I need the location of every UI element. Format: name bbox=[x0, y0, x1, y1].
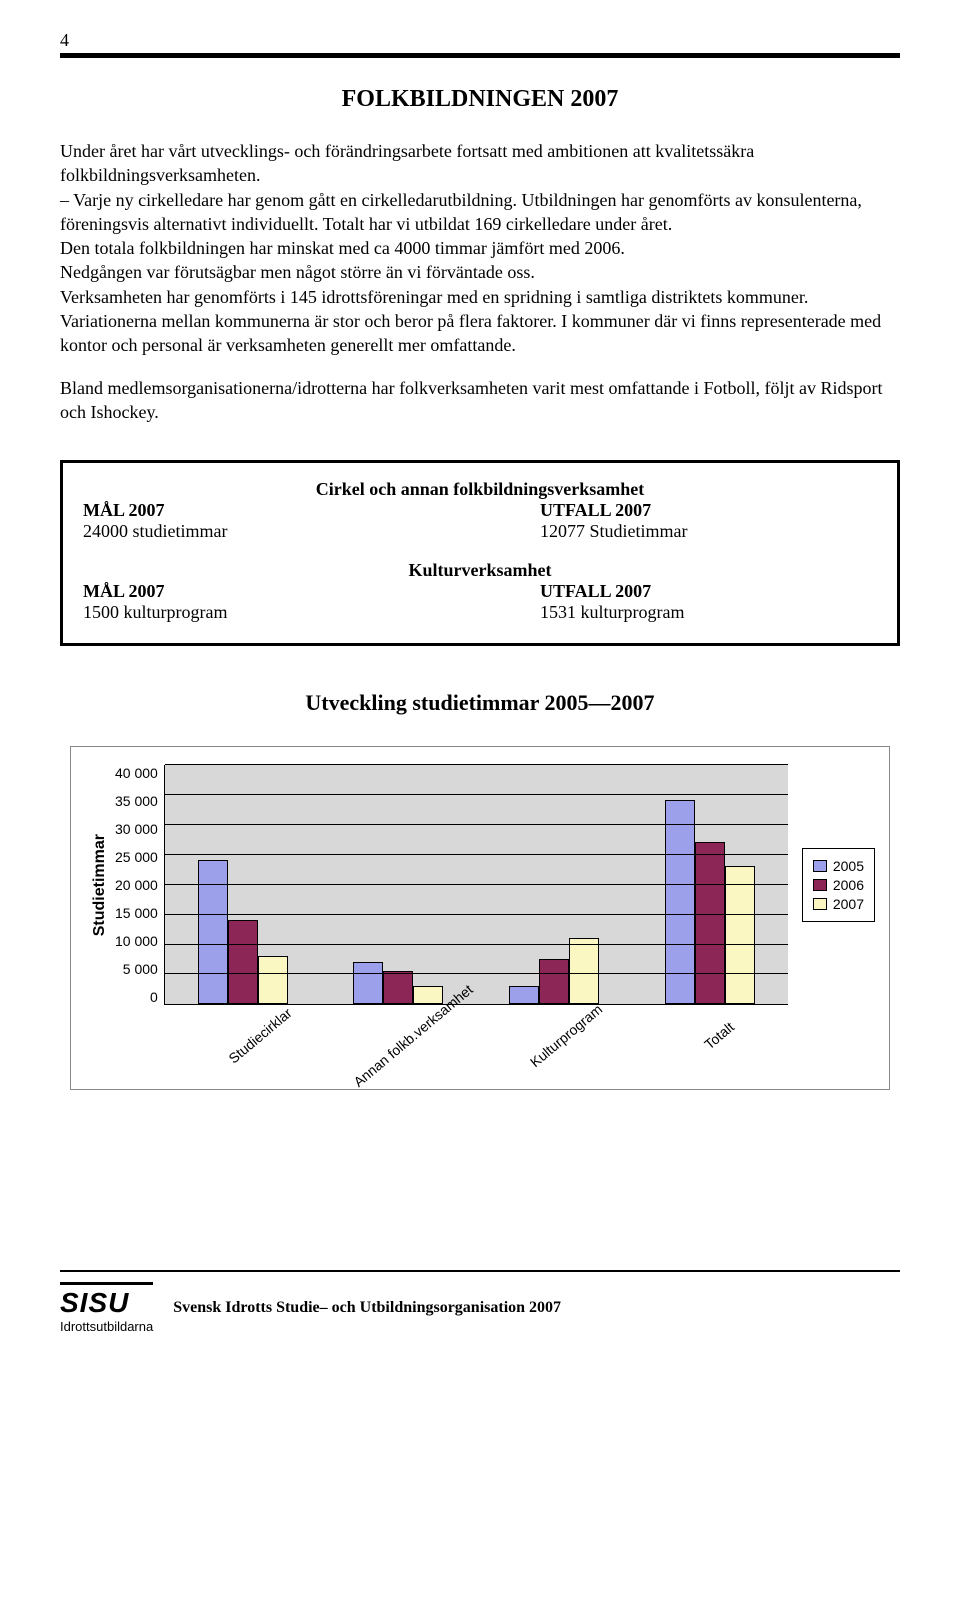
page-title: FOLKBILDNINGEN 2007 bbox=[60, 86, 900, 113]
y-tick: 5 000 bbox=[115, 961, 158, 977]
mal-value-2: 1500 kulturprogram bbox=[83, 602, 420, 623]
y-tick: 30 000 bbox=[115, 821, 158, 837]
legend-item: 2007 bbox=[813, 896, 864, 912]
footer: SISU Idrottsutbildarna Svensk Idrotts St… bbox=[60, 1270, 900, 1334]
bar bbox=[539, 959, 569, 1004]
utfall-value-2: 1531 kulturprogram bbox=[540, 602, 877, 623]
bar bbox=[258, 956, 288, 1004]
grid-line bbox=[165, 884, 788, 885]
legend-item: 2006 bbox=[813, 877, 864, 893]
legend-swatch bbox=[813, 860, 827, 872]
mal-value-1: 24000 studietimmar bbox=[83, 521, 420, 542]
bar-group bbox=[509, 938, 599, 1004]
bar bbox=[569, 938, 599, 1004]
utfall-label-2: UTFALL 2007 bbox=[540, 581, 877, 602]
header-double-rule bbox=[60, 53, 900, 58]
bar bbox=[198, 860, 228, 1004]
utfall-label-1: UTFALL 2007 bbox=[540, 500, 877, 521]
logo-sub: Idrottsutbildarna bbox=[60, 1319, 153, 1334]
mal-label-1: MÅL 2007 bbox=[83, 500, 420, 521]
chart-title: Utveckling studietimmar 2005—2007 bbox=[60, 690, 900, 716]
y-tick: 35 000 bbox=[115, 793, 158, 809]
grid-line bbox=[165, 764, 788, 765]
chart-frame: Studietimmar 40 000 35 000 30 000 25 000 20 … bbox=[70, 746, 890, 1090]
logo: SISU Idrottsutbildarna bbox=[60, 1282, 153, 1334]
legend-label: 2005 bbox=[833, 858, 864, 874]
paragraph-2: Bland medlemsorganisationerna/idrotterna… bbox=[60, 376, 900, 425]
y-tick: 40 000 bbox=[115, 765, 158, 781]
body-text: Under året har vårt utvecklings- och för… bbox=[60, 139, 900, 424]
legend-label: 2007 bbox=[833, 896, 864, 912]
bar bbox=[353, 962, 383, 1004]
summary-title-2: Kulturverksamhet bbox=[83, 560, 877, 581]
grid-line bbox=[165, 824, 788, 825]
y-tick: 15 000 bbox=[115, 905, 158, 921]
footer-text: Svensk Idrotts Studie– och Utbildningsor… bbox=[173, 1299, 561, 1317]
x-labels: StudiecirklarAnnan folkb.verksamhetKultu… bbox=[163, 1011, 775, 1081]
mal-label-2: MÅL 2007 bbox=[83, 581, 420, 602]
y-axis-label: Studietimmar bbox=[85, 834, 115, 936]
logo-main: SISU bbox=[60, 1282, 153, 1319]
bar-group bbox=[353, 962, 443, 1004]
bar-group bbox=[198, 860, 288, 1004]
legend-swatch bbox=[813, 879, 827, 891]
summary-title-1: Cirkel och annan folkbildningsverksamhet bbox=[83, 479, 877, 500]
utfall-value-1: 12077 Studietimmar bbox=[540, 521, 877, 542]
grid-line bbox=[165, 944, 788, 945]
bar bbox=[228, 920, 258, 1004]
footer-rule bbox=[60, 1270, 900, 1272]
paragraph-1: Under året har vårt utvecklings- och för… bbox=[60, 139, 900, 358]
grid-line bbox=[165, 794, 788, 795]
y-tick: 20 000 bbox=[115, 877, 158, 893]
grid-line bbox=[165, 854, 788, 855]
summary-block-1: Cirkel och annan folkbildningsverksamhet… bbox=[83, 479, 877, 542]
page-number: 4 bbox=[60, 30, 900, 51]
y-tick: 0 bbox=[115, 989, 158, 1005]
legend: 2005 2006 2007 bbox=[802, 848, 875, 922]
y-tick: 10 000 bbox=[115, 933, 158, 949]
legend-label: 2006 bbox=[833, 877, 864, 893]
legend-item: 2005 bbox=[813, 858, 864, 874]
summary-box: Cirkel och annan folkbildningsverksamhet… bbox=[60, 460, 900, 646]
y-tick: 25 000 bbox=[115, 849, 158, 865]
bar bbox=[725, 866, 755, 1004]
grid-line bbox=[165, 973, 788, 974]
summary-block-2: Kulturverksamhet MÅL 2007 1500 kulturpro… bbox=[83, 560, 877, 623]
bar bbox=[695, 842, 725, 1004]
plot-area bbox=[164, 765, 788, 1005]
legend-swatch bbox=[813, 898, 827, 910]
grid-line bbox=[165, 914, 788, 915]
bar bbox=[509, 986, 539, 1004]
y-ticks: 40 000 35 000 30 000 25 000 20 000 15 000 10 0… bbox=[115, 765, 164, 1005]
bar bbox=[383, 971, 413, 1004]
